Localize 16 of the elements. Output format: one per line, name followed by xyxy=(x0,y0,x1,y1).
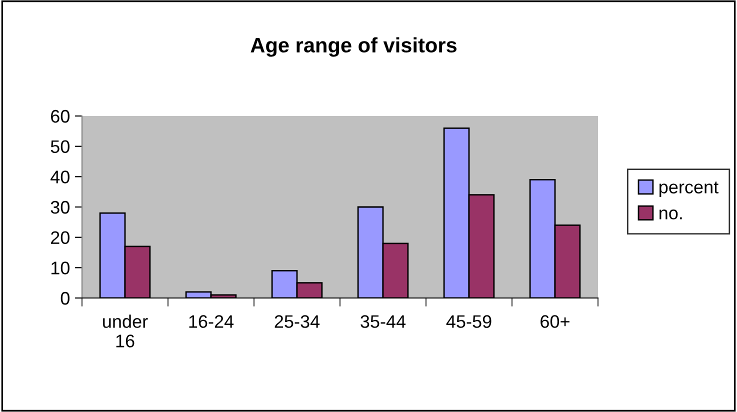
y-tick-label: 10 xyxy=(51,262,70,274)
x-tick-label: 45-59 xyxy=(446,315,492,328)
legend-label: no. xyxy=(660,210,682,220)
y-tick-label: 50 xyxy=(50,140,70,154)
chart-title: Age range of visitors xyxy=(250,37,457,57)
y-tick-label: 0 xyxy=(60,292,70,305)
x-tick-label: under 16 xyxy=(103,314,148,348)
y-tick-label: 30 xyxy=(50,200,70,214)
x-tick-label: 25-34 xyxy=(274,315,320,328)
y-tick-label: 40 xyxy=(50,170,70,184)
x-tick-label: 16-24 xyxy=(189,315,234,328)
y-tick-label: 20 xyxy=(51,231,70,244)
legend-label: percent xyxy=(660,182,718,198)
x-tick-label: 60+ xyxy=(540,315,570,328)
y-tick-label: 60 xyxy=(51,110,70,123)
x-tick-label: 35-44 xyxy=(360,315,406,328)
